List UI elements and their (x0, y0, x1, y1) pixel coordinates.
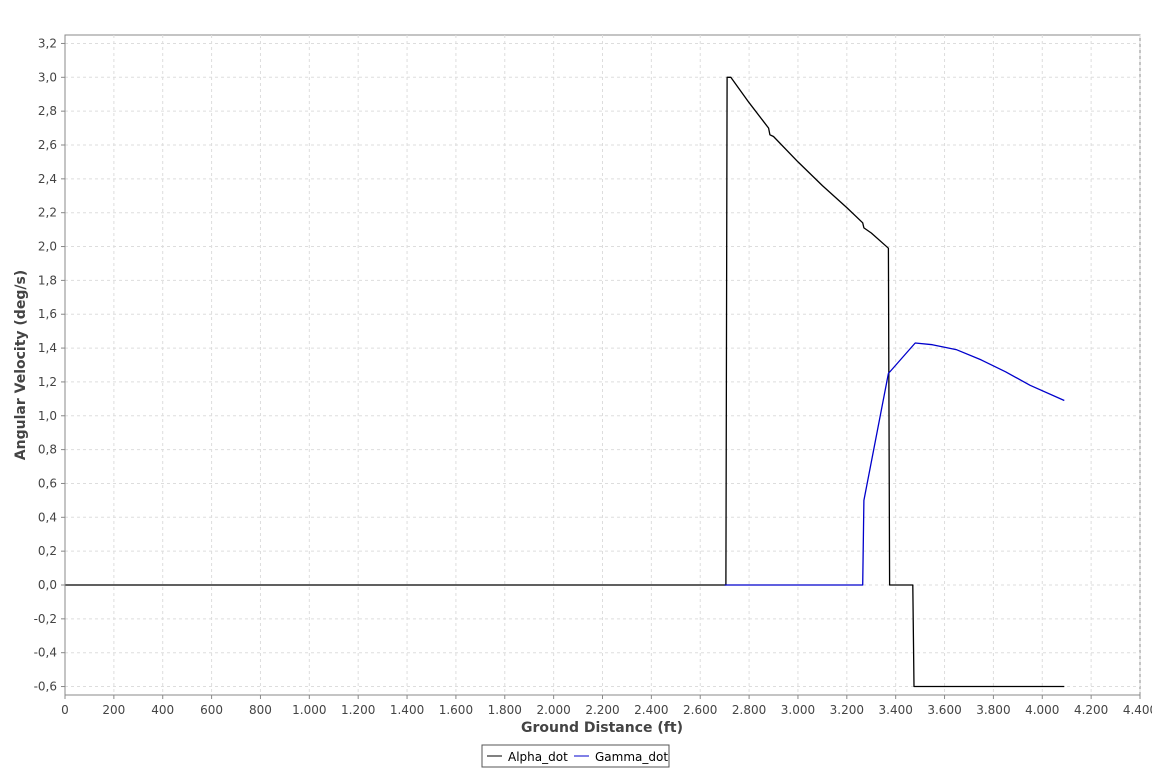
y-tick-label: -0,6 (34, 680, 57, 694)
y-tick-label: 1,8 (38, 273, 57, 287)
x-tick-label: 1.600 (439, 703, 473, 717)
y-tick-label: 0,0 (38, 578, 57, 592)
y-tick-label: 0,6 (38, 476, 57, 490)
x-tick-label: 400 (151, 703, 174, 717)
x-tick-label: 4.200 (1074, 703, 1108, 717)
y-ticks: -0,6 -0,4 -0,2 0,0 0,2 0,4 0,6 0,8 1,0 1,2 1,4 1,6 1… (34, 36, 65, 694)
x-tick-label: 1.800 (488, 703, 522, 717)
y-tick-label: 2,8 (38, 104, 57, 118)
x-tick-label: 2.000 (536, 703, 570, 717)
grid (64, 35, 1141, 695)
y-tick-label: -0,4 (34, 646, 57, 660)
x-axis-title: Ground Distance (ft) (521, 720, 683, 736)
x-tick-label: 200 (102, 703, 125, 717)
x-tick-label: 3.200 (830, 703, 864, 717)
x-tick-label: 2.200 (585, 703, 619, 717)
y-tick-label: 2,0 (38, 240, 57, 254)
y-tick-label: 2,4 (38, 172, 57, 186)
x-tick-label: 0 (61, 703, 69, 717)
x-tick-label: 1.200 (341, 703, 375, 717)
y-tick-label: 2,6 (38, 138, 57, 152)
y-tick-label: 0,8 (38, 443, 57, 457)
x-ticks: 0 200 400 600 800 1.000 1.200 1.400 1.600 1.800 2.… (61, 695, 1152, 717)
x-tick-label: 1.000 (292, 703, 326, 717)
y-tick-label: 1,2 (38, 375, 57, 389)
x-tick-label: 1.400 (390, 703, 424, 717)
x-tick-label: 2.800 (732, 703, 766, 717)
y-tick-label: 0,2 (38, 544, 57, 558)
x-tick-label: 3.400 (879, 703, 913, 717)
y-tick-label: -0,2 (34, 612, 57, 626)
legend-label-alpha-dot: Alpha_dot (508, 750, 568, 764)
y-tick-label: 1,0 (38, 409, 57, 423)
series-line-gamma-dot (724, 342, 1065, 586)
legend-label-gamma-dot: Gamma_dot (595, 750, 668, 764)
y-tick-label: 0,4 (38, 510, 57, 524)
x-tick-label: 4.400 (1123, 703, 1152, 717)
series-line-alpha-dot (65, 76, 1065, 688)
y-tick-label: 1,6 (38, 307, 57, 321)
x-tick-label: 3.800 (976, 703, 1010, 717)
x-tick-label: 3.000 (781, 703, 815, 717)
y-tick-label: 3,2 (38, 36, 57, 50)
x-tick-label: 4.000 (1025, 703, 1059, 717)
y-tick-label: 1,4 (38, 341, 57, 355)
y-axis-title: Angular Velocity (deg/s) (13, 270, 29, 460)
series-group (65, 76, 1065, 688)
x-tick-label: 2.400 (634, 703, 668, 717)
x-tick-label: 800 (249, 703, 272, 717)
y-tick-label: 2,2 (38, 206, 57, 220)
y-tick-label: 3,0 (38, 70, 57, 84)
x-tick-label: 600 (200, 703, 223, 717)
x-tick-label: 2.600 (683, 703, 717, 717)
legend: Alpha_dot Gamma_dot (481, 744, 670, 768)
x-tick-label: 3.600 (927, 703, 961, 717)
